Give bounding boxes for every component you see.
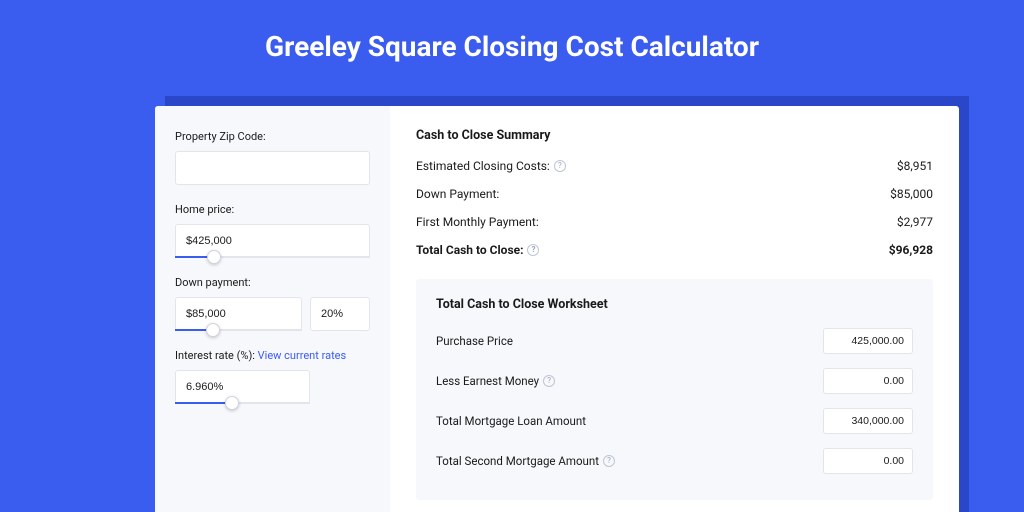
summary-label: Total Cash to Close: ? [416,243,539,257]
home-price-label: Home price: [175,203,370,216]
page-title: Greeley Square Closing Cost Calculator [0,0,1024,89]
down-payment-input-wrap [175,297,302,331]
home-price-input-wrap [175,224,370,258]
interest-rate-input[interactable] [175,370,310,404]
help-icon[interactable]: ? [527,244,539,256]
calculator-card: Property Zip Code: Home price: Down paym… [155,106,959,512]
worksheet-label-text: Total Second Mortgage Amount [436,454,599,468]
worksheet-row: Total Mortgage Loan Amount [436,408,913,434]
interest-rate-input-wrap [175,370,310,404]
summary-value: $8,951 [897,159,933,173]
summary-value: $96,928 [889,243,933,257]
summary-row-total: Total Cash to Close: ? $96,928 [416,243,933,257]
down-payment-slider-track[interactable] [175,329,302,331]
interest-rate-slider-track[interactable] [175,402,310,404]
summary-value: $85,000 [890,187,933,201]
down-payment-label: Down payment: [175,276,370,289]
home-price-slider-track[interactable] [175,256,370,258]
worksheet-input[interactable] [823,368,913,394]
worksheet-label: Total Second Mortgage Amount ? [436,454,615,468]
zip-input[interactable] [175,151,370,185]
help-icon[interactable]: ? [543,375,555,387]
zip-label: Property Zip Code: [175,130,370,143]
worksheet-label: Total Mortgage Loan Amount [436,414,586,428]
worksheet-input[interactable] [823,448,913,474]
worksheet-row: Less Earnest Money ? [436,368,913,394]
summary-row: First Monthly Payment: $2,977 [416,215,933,229]
worksheet-input[interactable] [823,328,913,354]
worksheet-label: Less Earnest Money ? [436,374,555,388]
summary-label: First Monthly Payment: [416,215,539,229]
worksheet-row: Purchase Price [436,328,913,354]
down-payment-row [175,297,370,331]
summary-label: Down Payment: [416,187,499,201]
summary-value: $2,977 [897,215,933,229]
sidebar: Property Zip Code: Home price: Down paym… [155,106,390,512]
summary-label-text: Total Cash to Close: [416,243,523,257]
help-icon[interactable]: ? [603,455,615,467]
summary-label-text: Down Payment: [416,187,499,201]
home-price-slider-thumb[interactable] [207,250,221,264]
down-payment-input[interactable] [175,297,302,331]
summary-title: Cash to Close Summary [416,128,933,143]
worksheet-section: Total Cash to Close Worksheet Purchase P… [416,279,933,500]
summary-section: Cash to Close Summary Estimated Closing … [416,128,933,257]
home-price-input[interactable] [175,224,370,258]
interest-rate-label: Interest rate (%): View current rates [175,349,370,362]
interest-rate-group: Interest rate (%): View current rates [175,349,370,404]
worksheet-label-text: Total Mortgage Loan Amount [436,414,586,428]
summary-label: Estimated Closing Costs: ? [416,159,566,173]
view-rates-link[interactable]: View current rates [258,349,347,362]
worksheet-label: Purchase Price [436,334,513,348]
down-payment-group: Down payment: [175,276,370,331]
down-payment-pct-input[interactable] [310,297,370,331]
help-icon[interactable]: ? [554,160,566,172]
summary-label-text: First Monthly Payment: [416,215,539,229]
worksheet-row: Total Second Mortgage Amount ? [436,448,913,474]
worksheet-label-text: Less Earnest Money [436,374,539,388]
zip-group: Property Zip Code: [175,130,370,185]
worksheet-input[interactable] [823,408,913,434]
interest-rate-label-text: Interest rate (%): [175,349,258,362]
interest-rate-slider-fill [175,402,232,404]
summary-row: Down Payment: $85,000 [416,187,933,201]
main-panel: Cash to Close Summary Estimated Closing … [390,106,959,512]
home-price-group: Home price: [175,203,370,258]
interest-rate-slider-thumb[interactable] [225,396,239,410]
summary-label-text: Estimated Closing Costs: [416,159,550,173]
worksheet-title: Total Cash to Close Worksheet [436,297,913,312]
worksheet-label-text: Purchase Price [436,334,513,348]
summary-row: Estimated Closing Costs: ? $8,951 [416,159,933,173]
down-payment-slider-thumb[interactable] [206,323,220,337]
